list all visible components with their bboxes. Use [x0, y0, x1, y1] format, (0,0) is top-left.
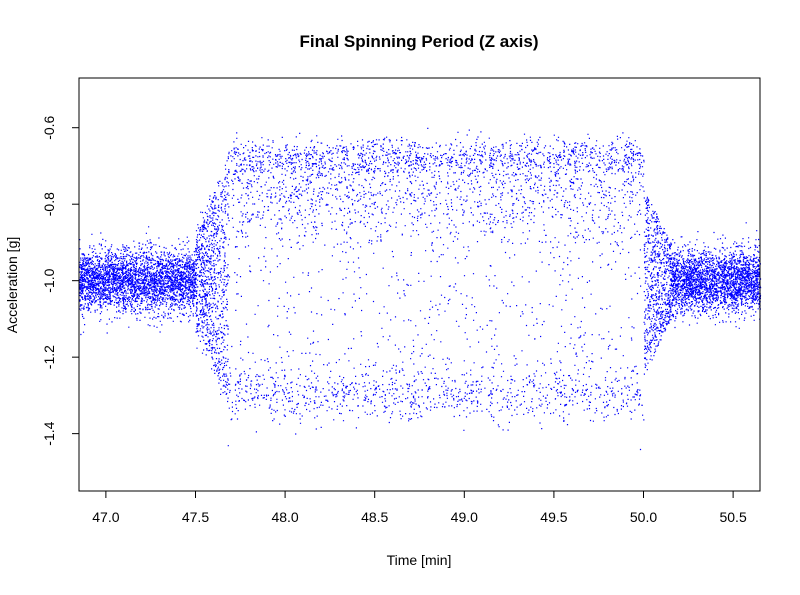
y-axis: -0.6 -0.8 -1.0 -1.2 -1.4 [41, 115, 79, 446]
plot-frame [78, 77, 761, 492]
x-tick-label: 50.0 [630, 509, 657, 525]
x-tick-label: 47.0 [92, 509, 119, 525]
x-tick-label: 47.5 [182, 509, 209, 525]
y-tick-label: -0.6 [41, 115, 57, 139]
x-tick-label: 49.0 [451, 509, 478, 525]
x-tick-label: 50.5 [719, 509, 746, 525]
scatter-points [79, 127, 762, 451]
y-tick-label: -1.4 [41, 421, 57, 445]
chart-title: Final Spinning Period (Z axis) [300, 32, 539, 51]
y-tick-label: -1.0 [41, 268, 57, 292]
x-tick-label: 49.5 [540, 509, 567, 525]
x-tick-label: 48.5 [361, 509, 388, 525]
y-axis-label: Acceleration [g] [4, 237, 20, 334]
x-axis: 47.0 47.5 48.0 48.5 49.0 49.5 50.0 50.5 [92, 491, 747, 525]
y-tick-label: -0.8 [41, 192, 57, 216]
x-axis-label: Time [min] [387, 552, 452, 568]
x-tick-label: 48.0 [271, 509, 298, 525]
y-tick-label: -1.2 [41, 345, 57, 369]
data-points [79, 127, 762, 451]
